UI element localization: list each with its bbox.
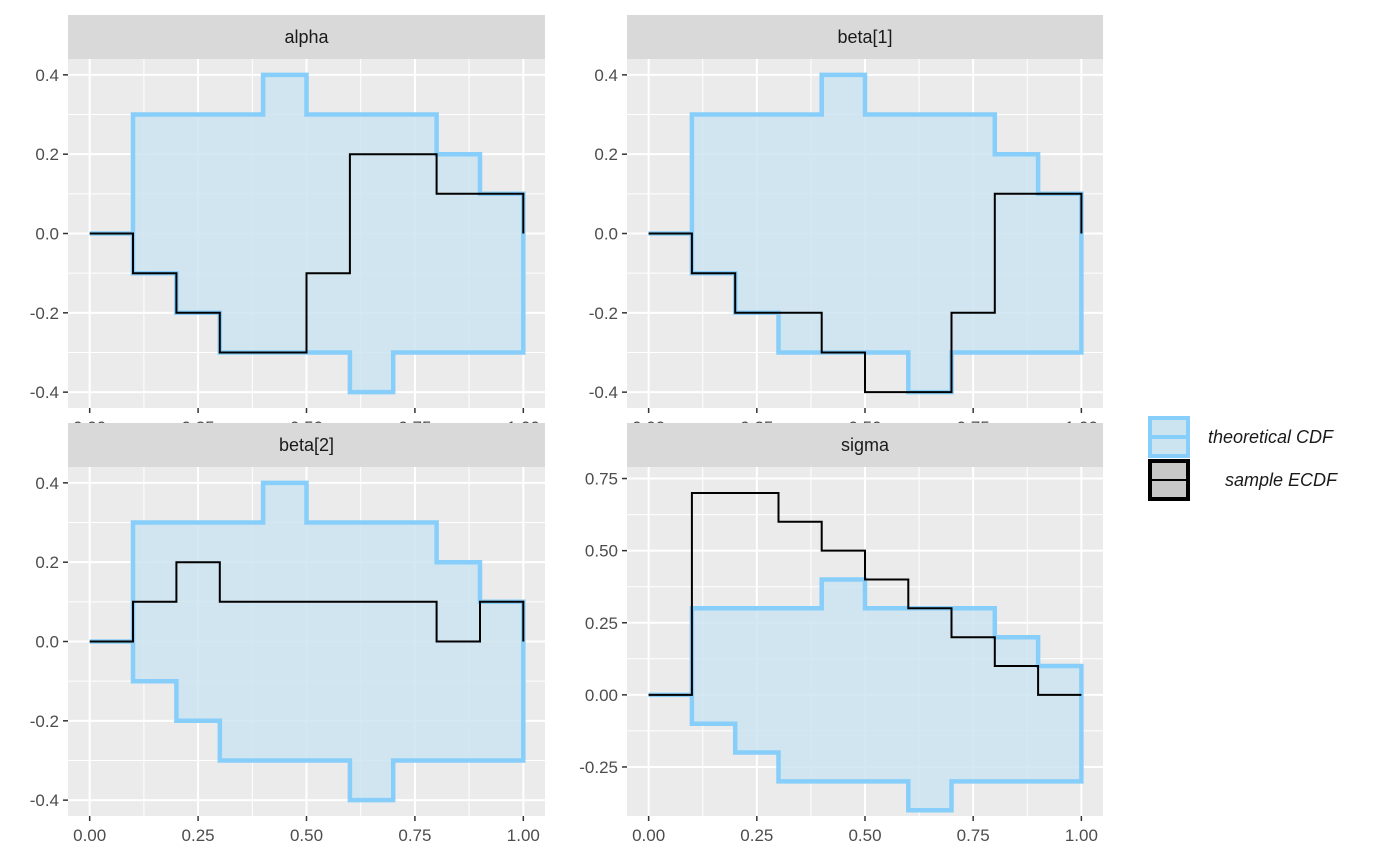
y-tick-label: 0.2	[35, 145, 59, 164]
y-tick-label: 0.4	[594, 66, 618, 85]
sample-ecdf-line	[89, 153, 525, 354]
legend: theoretical CDF sample ECDF	[1148, 416, 1338, 501]
y-tick-label: -0.4	[589, 383, 618, 402]
y-tick-label: 0.50	[585, 542, 618, 561]
y-tick-label: 0.0	[594, 225, 618, 244]
y-tick-label: -0.4	[30, 383, 59, 402]
facet-strip	[68, 423, 545, 467]
x-tick-label: 1.00	[507, 826, 540, 845]
x-tick-label: 0.75	[398, 826, 431, 845]
x-tick-label: 0.50	[848, 826, 881, 845]
x-tick-label: 1.00	[1065, 826, 1098, 845]
y-tick-label: 0.4	[35, 474, 59, 493]
y-tick-label: -0.2	[589, 304, 618, 323]
sample-ecdf-line	[648, 192, 1083, 394]
y-tick-label: -0.4	[30, 791, 59, 810]
x-tick-label: 0.25	[740, 826, 773, 845]
facet-panels: alpha -0.4 -0.2 0.0 0.2 0.4 0.00 0.25 0.50 0.75 1.…	[30, 15, 1103, 845]
y-tick-label: 0.75	[585, 470, 618, 489]
y-tick-label: 0.0	[35, 225, 59, 244]
y-tick-label: -0.2	[30, 304, 59, 323]
facet-panel-alpha: alpha-0.4-0.20.00.20.40.000.250.500.751.…	[30, 15, 545, 437]
facet-strip	[627, 423, 1103, 467]
x-tick-label: 0.00	[632, 826, 665, 845]
y-tick-label: 0.00	[585, 686, 618, 705]
facet-panel-sigma: sigma -0.25 0.00 0.25 0.50 0.75 0.00 0.25 0.50 0.…	[579, 423, 1103, 845]
facet-strip-label: alpha	[284, 27, 329, 47]
facet-strip-label: beta[2]	[279, 435, 334, 455]
facet-panel-beta-1: beta[1]-0.4-0.20.00.20.40.000.250.500.75…	[589, 15, 1103, 437]
facet-strip	[627, 15, 1103, 59]
facet-strip-label: beta[1]	[837, 27, 892, 47]
y-tick-label: -0.25	[579, 758, 618, 777]
y-tick-label: 0.4	[35, 66, 59, 85]
x-tick-label: 0.00	[73, 826, 106, 845]
y-tick-label: 0.2	[35, 553, 59, 572]
x-tick-label: 0.25	[182, 826, 215, 845]
facet-strip	[68, 15, 545, 59]
facet-strip-label: sigma	[841, 435, 890, 455]
legend-label-theoretical-cdf: theoretical CDF	[1208, 427, 1334, 447]
x-tick-label: 0.50	[290, 826, 323, 845]
y-tick-label: 0.0	[35, 633, 59, 652]
y-tick-label: -0.2	[30, 712, 59, 731]
x-tick-label: 0.75	[957, 826, 990, 845]
sample-ecdf-line	[89, 561, 525, 643]
facet-panel-beta-2: beta[2] -0.4 -0.2 0.0 0.2 0.4 0.00 0.25 0.50 0.75…	[30, 423, 545, 845]
sample-ecdf-line	[648, 492, 1082, 696]
legend-label-sample-ecdf: sample ECDF	[1225, 470, 1338, 490]
y-tick-label: 0.25	[585, 614, 618, 633]
y-tick-label: 0.2	[594, 145, 618, 164]
